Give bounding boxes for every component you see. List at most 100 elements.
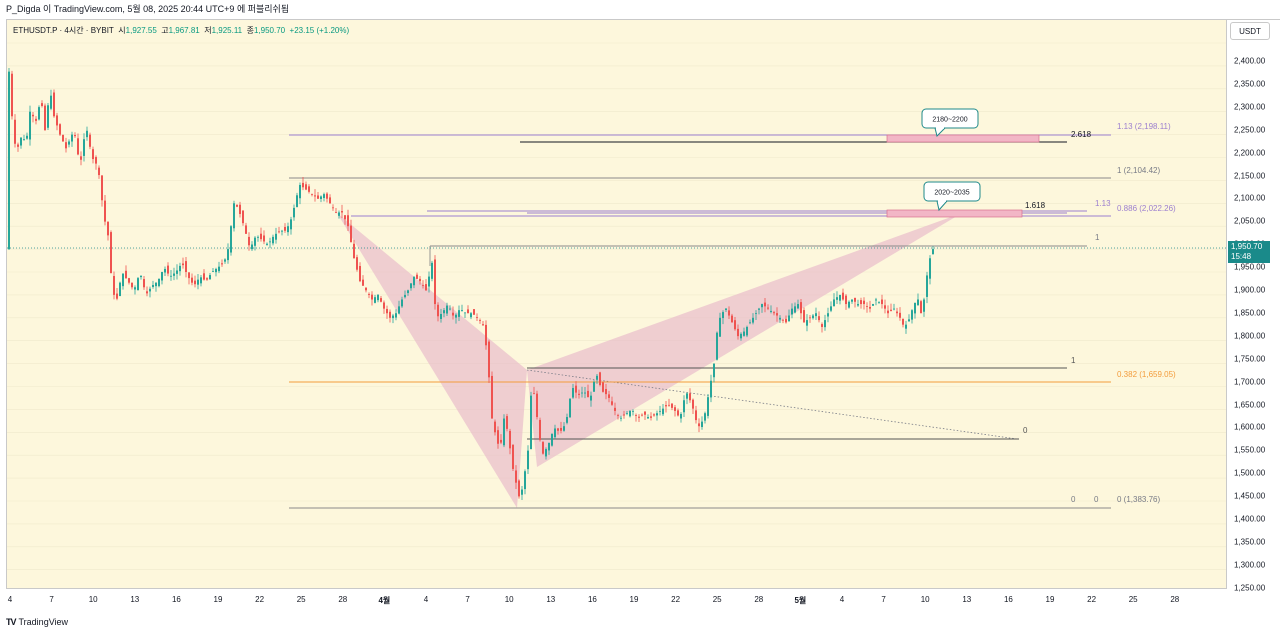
candle-body xyxy=(503,418,505,446)
candle-body xyxy=(428,276,430,287)
time-tick-label: 13 xyxy=(130,595,140,604)
candle-body xyxy=(347,215,349,227)
tradingview-mark-icon: TV xyxy=(6,617,16,627)
candle-body xyxy=(293,207,295,218)
candle-body xyxy=(401,299,403,307)
candle-body xyxy=(173,273,175,276)
candle-body xyxy=(581,392,583,394)
candle-body xyxy=(50,95,52,109)
candle-body xyxy=(770,310,772,312)
candle-body xyxy=(893,308,895,310)
candle-body xyxy=(539,419,541,440)
candle-body xyxy=(809,317,811,319)
target-zone-upper[interactable] xyxy=(886,134,1040,143)
candle-body xyxy=(524,471,526,490)
fib-0886-label: 0.886 (2,022.26) xyxy=(1117,204,1176,213)
callout-lower[interactable]: 2020~2035 xyxy=(923,181,981,212)
candle-body xyxy=(371,294,373,300)
candle-body xyxy=(68,141,70,145)
candle-body xyxy=(896,311,898,314)
price-tick-label: 1,750.00 xyxy=(1234,354,1266,364)
candle-body xyxy=(485,324,487,346)
target-zone-lower[interactable] xyxy=(886,209,1023,218)
candle-body xyxy=(167,265,169,274)
time-tick-label: 13 xyxy=(962,595,972,604)
price-tick-label: 1,800.00 xyxy=(1234,331,1266,341)
candle-body xyxy=(329,197,331,204)
fib-0-d-label: 0 (1,383.76) xyxy=(1117,495,1160,504)
candle-body xyxy=(227,249,229,261)
pattern-leg-bcd[interactable] xyxy=(527,213,962,467)
candle-body xyxy=(509,430,511,449)
high-value: 1,967.81 xyxy=(168,26,200,35)
candle-body xyxy=(677,410,679,416)
candle-body xyxy=(53,92,55,117)
candle-body xyxy=(569,398,571,418)
tradingview-logo[interactable]: TV TradingView xyxy=(6,617,68,627)
symbol-name[interactable]: ETHUSDT.P · 4시간 · BYBIT xyxy=(13,26,114,35)
time-tick-label: 4 xyxy=(7,595,13,604)
candle-body xyxy=(767,307,769,309)
candle-body xyxy=(140,275,142,278)
countdown-timer: 15:48 xyxy=(1231,252,1252,261)
candle-body xyxy=(218,266,220,272)
candle-body xyxy=(179,265,181,272)
chart-pane[interactable]: 2180~2200 2020~2035 2.618 1.13 (2,198.11… xyxy=(6,19,1227,589)
candles-series[interactable] xyxy=(8,68,934,500)
time-tick-label: 4월 xyxy=(378,596,391,605)
candle-body xyxy=(479,320,481,321)
candle-body xyxy=(710,380,712,398)
candle-body xyxy=(527,450,529,470)
candle-body xyxy=(359,266,361,282)
symbol-legend[interactable]: ETHUSDT.P · 4시간 · BYBIT 시1,927.55 고1,967… xyxy=(13,25,349,36)
candle-body xyxy=(308,186,310,192)
candle-body xyxy=(374,297,376,303)
candle-body xyxy=(338,212,340,216)
candle-body xyxy=(119,282,121,296)
candle-body xyxy=(839,294,841,301)
candle-body xyxy=(908,319,910,322)
candle-body xyxy=(473,309,475,315)
candle-body xyxy=(272,236,274,244)
currency-button[interactable]: USDT xyxy=(1230,22,1270,40)
candle-body xyxy=(425,284,427,291)
close-label: 종 xyxy=(246,26,254,35)
candle-body xyxy=(656,413,658,416)
price-tick-label: 2,150.00 xyxy=(1234,171,1266,180)
candle-body xyxy=(422,285,424,286)
candle-body xyxy=(530,395,532,450)
candle-body xyxy=(560,427,562,431)
time-tick-label: 10 xyxy=(920,595,930,604)
time-tick-label: 25 xyxy=(712,595,722,604)
candle-body xyxy=(236,204,238,207)
price-tick-label: 1,950.00 xyxy=(1234,262,1266,272)
price-axis[interactable] xyxy=(1227,19,1280,589)
candle-body xyxy=(284,226,286,231)
callout-upper[interactable]: 2180~2200 xyxy=(921,108,979,137)
candle-body xyxy=(11,73,13,117)
candle-body xyxy=(41,103,43,106)
candle-body xyxy=(746,326,748,336)
pattern-leg-xab[interactable] xyxy=(337,213,527,508)
candle-body xyxy=(887,310,889,314)
candle-body xyxy=(113,275,115,295)
time-tick-label: 25 xyxy=(296,595,306,604)
candle-body xyxy=(881,299,883,305)
candle-body xyxy=(134,287,136,290)
candle-body xyxy=(392,315,394,319)
candle-body xyxy=(518,480,520,497)
candle-body xyxy=(695,410,697,421)
candle-body xyxy=(650,416,652,418)
candle-body xyxy=(623,414,625,416)
time-tick-label: 28 xyxy=(338,595,348,604)
candle-body xyxy=(653,414,655,416)
candle-body xyxy=(821,324,823,327)
candle-body xyxy=(902,318,904,325)
candle-body xyxy=(929,258,931,279)
chart-canvas[interactable]: 2180~2200 2020~2035 2.618 1.13 (2,198.11… xyxy=(7,20,1227,589)
candle-body xyxy=(542,442,544,454)
price-tick-label: 2,050.00 xyxy=(1234,216,1266,226)
time-axis[interactable]: 4 7 10 13 16 19 22 25 28 4월 4 7 10 13 16 19 22 25 28 5월 4 7 10… xyxy=(0,589,1227,609)
candle-body xyxy=(647,417,649,419)
candle-body xyxy=(758,308,760,310)
